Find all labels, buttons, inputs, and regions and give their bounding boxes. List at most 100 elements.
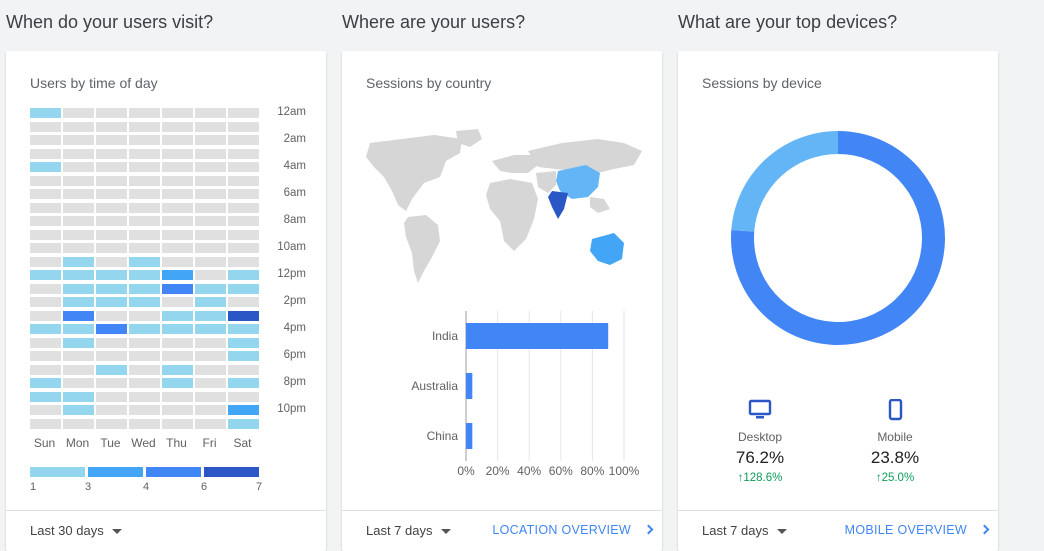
heatmap-cell	[96, 337, 127, 348]
desktop-icon	[748, 399, 772, 419]
heatmap-cell	[228, 256, 259, 267]
heatmap-cell	[63, 364, 94, 375]
heatmap-cell	[195, 175, 226, 186]
desktop-change-value: 128.6%	[743, 472, 783, 484]
heatmap-cell	[63, 391, 94, 402]
heatmap-cell	[228, 108, 259, 118]
heatmap-cell	[30, 283, 61, 294]
heatmap-cell	[96, 351, 127, 361]
device-card-footer: Last 7 days MOBILE OVERVIEW	[678, 510, 998, 551]
heatmap-cell	[162, 270, 193, 280]
heatmap-cell	[129, 270, 160, 280]
location-card: Sessions by country 0% 20% 40% 60% 80% 100% In…	[342, 51, 662, 551]
heatmap-cell	[96, 243, 127, 253]
heatmap-cell	[30, 135, 61, 145]
donut-slice-mobile[interactable]	[731, 131, 838, 232]
heatmap-cell	[228, 270, 259, 280]
heatmap-cell	[195, 216, 226, 226]
desktop-change: ↑128.6%	[705, 472, 815, 484]
heatmap-cell	[63, 202, 94, 213]
heatmap-cell	[30, 243, 61, 253]
bar-china[interactable]	[466, 423, 473, 449]
heatmap-cell	[30, 378, 61, 388]
heatmap-cell	[162, 337, 193, 348]
heatmap-cell	[228, 405, 259, 415]
heatmap-cell	[162, 243, 193, 253]
desktop-stat: Desktop 76.2% ↑128.6%	[705, 399, 815, 484]
heatmap-cell	[195, 364, 226, 375]
time-of-day-card: Users by time of day Last 30 days 12am 2a…	[6, 51, 326, 551]
category-label: China	[427, 429, 459, 443]
heatmap-cell	[63, 324, 94, 334]
desktop-label: Desktop	[737, 430, 783, 444]
heatmap-cell	[63, 135, 94, 145]
heatmap-cell	[30, 121, 61, 132]
geo-card-title: Sessions by country	[366, 75, 492, 91]
heatmap-cell	[129, 148, 160, 159]
heatmap-cell	[30, 364, 61, 375]
heatmap-cell	[96, 283, 127, 294]
hour-label: 10pm	[277, 403, 306, 415]
caret-down-icon	[440, 529, 451, 535]
heatmap-cell	[96, 364, 127, 375]
x-tick-label: 0%	[457, 464, 475, 478]
heatmap-cell	[63, 256, 94, 267]
heatmap-cell	[228, 175, 259, 186]
date-range-dropdown[interactable]: Last 7 days	[366, 523, 451, 538]
heatmap-cell	[129, 405, 160, 415]
x-tick-label: 60%	[549, 464, 573, 478]
chevron-right-icon	[643, 524, 654, 535]
date-range-label: Last 7 days	[366, 523, 433, 538]
date-range-label: Last 30 days	[30, 523, 104, 538]
map-region	[590, 197, 610, 213]
legend-label: 7	[256, 481, 263, 493]
day-label: Wed	[131, 436, 156, 450]
heatmap-cell	[129, 364, 160, 375]
mobile-overview-label: MOBILE OVERVIEW	[844, 523, 967, 537]
heatmap-cell	[129, 162, 160, 172]
date-range-dropdown[interactable]: Last 7 days	[702, 523, 787, 538]
heatmap-cell	[96, 297, 127, 307]
bar-india[interactable]	[466, 323, 609, 349]
time-card-footer: Last 30 days	[6, 510, 326, 551]
heatmap-cell	[30, 324, 61, 334]
heatmap-cell	[96, 135, 127, 145]
heatmap-cell	[129, 324, 160, 334]
hour-label: 4am	[283, 160, 306, 172]
heatmap-cell	[96, 108, 127, 118]
legend-label: 3	[85, 481, 92, 493]
heatmap-cell	[129, 418, 160, 429]
device-donut-chart	[731, 131, 945, 345]
mobile-change: ↑25.0%	[840, 472, 950, 484]
heatmap-cell	[162, 229, 193, 240]
x-tick-label: 40%	[517, 464, 541, 478]
hour-label: 8pm	[283, 376, 306, 388]
heatmap-cell	[96, 121, 127, 132]
heatmap-cell	[162, 148, 193, 159]
heatmap-cell	[162, 121, 193, 132]
day-label: Tue	[100, 436, 121, 450]
x-tick-label: 80%	[580, 464, 604, 478]
mobile-change-value: 25.0%	[881, 472, 915, 484]
heatmap-cell	[195, 310, 226, 321]
heatmap-cell	[30, 391, 61, 402]
heatmap-cell	[30, 405, 61, 415]
mobile-overview-link[interactable]: MOBILE OVERVIEW	[844, 523, 990, 537]
heatmap-cell	[63, 108, 94, 118]
bar-australia[interactable]	[466, 373, 473, 399]
map-region	[486, 179, 538, 251]
caret-down-icon	[776, 529, 787, 535]
heatmap-cell	[162, 405, 193, 415]
location-overview-link[interactable]: LOCATION OVERVIEW	[492, 523, 654, 537]
legend-swatch	[146, 467, 201, 477]
map-india	[548, 191, 568, 219]
mobile-percent: 23.8%	[870, 448, 920, 467]
date-range-dropdown[interactable]: Last 30 days	[30, 523, 122, 538]
map-region	[404, 215, 440, 283]
heatmap-cell	[63, 378, 94, 388]
heatmap-cell	[96, 148, 127, 159]
arrow-up-icon: ↑	[875, 472, 882, 484]
map-region	[528, 139, 642, 173]
heatmap-cell	[63, 297, 94, 307]
x-tick-label: 20%	[486, 464, 510, 478]
